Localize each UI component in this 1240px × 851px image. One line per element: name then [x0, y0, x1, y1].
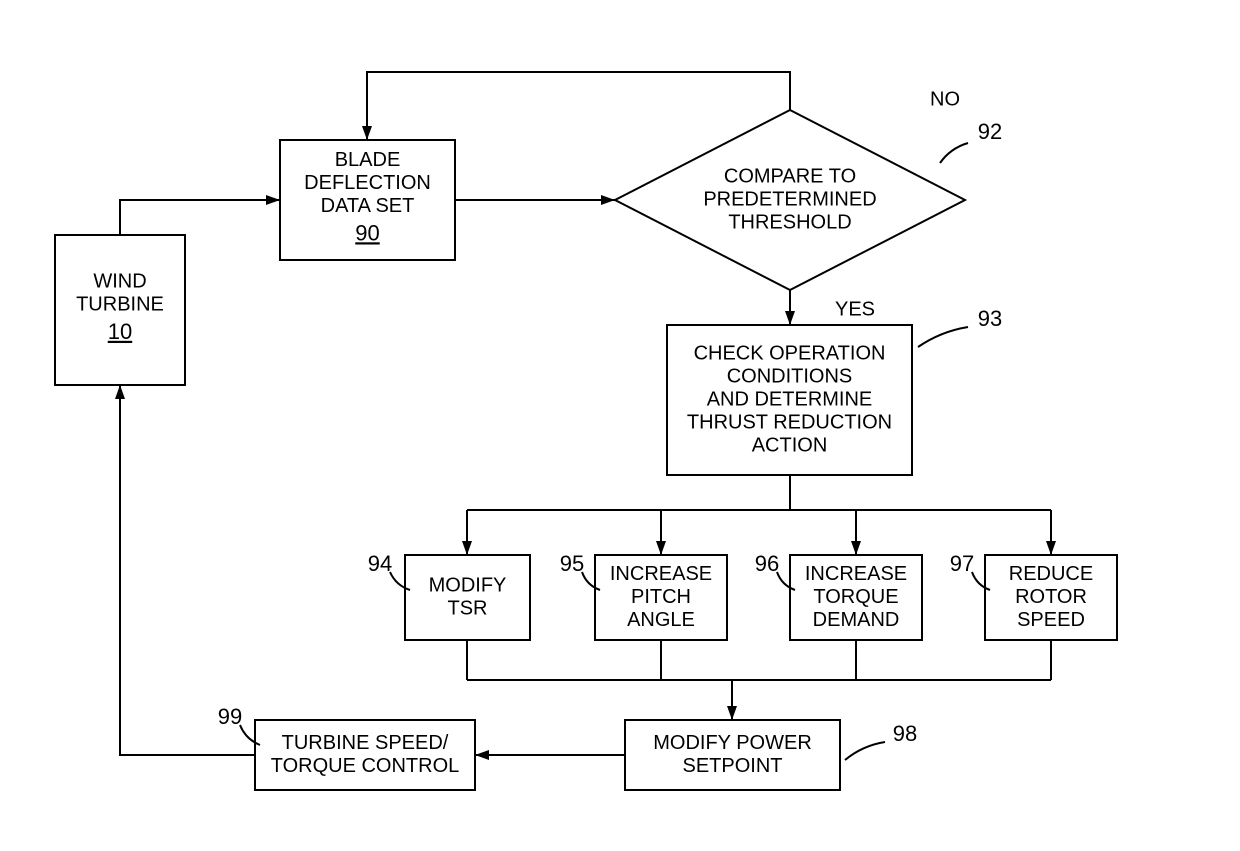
ref-reduce_rotor: 97	[950, 551, 974, 576]
node-wind_turbine-text-line: TURBINE	[76, 294, 164, 316]
edge	[367, 72, 790, 140]
decision-no-label: NO	[930, 88, 960, 110]
node-inc_torque-text-line: DEMAND	[813, 609, 900, 631]
leader-modify_power	[845, 742, 885, 760]
arrowhead	[115, 385, 125, 399]
node-compare-text-line: COMPARE TO	[724, 165, 856, 187]
node-modify_tsr-text-line: TSR	[448, 597, 488, 619]
arrowhead	[462, 541, 472, 555]
node-modify_power-text-line: SETPOINT	[682, 755, 782, 777]
arrowhead	[475, 750, 489, 760]
arrowhead	[727, 706, 737, 720]
arrowhead	[851, 541, 861, 555]
ref-modify_power: 98	[893, 721, 917, 746]
node-inc_pitch-text-line: PITCH	[631, 586, 691, 608]
ref-turbine_speed: 99	[218, 704, 242, 729]
node-check_ops-text-line: CONDITIONS	[727, 365, 853, 387]
arrowhead	[656, 541, 666, 555]
ref-inc_pitch: 95	[560, 551, 584, 576]
node-inc_torque-text: INCREASETORQUEDEMAND	[805, 563, 907, 631]
leader-compare	[940, 143, 968, 163]
ref-inc_torque: 96	[755, 551, 779, 576]
node-reduce_rotor-text-line: ROTOR	[1015, 586, 1087, 608]
ref-number: 10	[108, 319, 132, 344]
arrowhead	[266, 195, 280, 205]
node-blade_def-text-line: BLADE	[335, 149, 401, 171]
node-compare-text-line: PREDETERMINED	[703, 188, 876, 210]
node-reduce_rotor-text-line: REDUCE	[1009, 563, 1093, 585]
edge	[120, 385, 255, 755]
node-inc_pitch-text-line: ANGLE	[627, 609, 695, 631]
decision-yes-label: YES	[835, 298, 875, 320]
node-check_ops-text-line: CHECK OPERATION	[694, 342, 886, 364]
node-compare-text-line: THRESHOLD	[728, 211, 851, 233]
node-inc_torque-text-line: INCREASE	[805, 563, 907, 585]
node-turbine_speed-text: TURBINE SPEED/TORQUE CONTROL	[271, 732, 460, 777]
ref-number: 90	[355, 220, 379, 245]
node-turbine_speed-text-line: TORQUE CONTROL	[271, 755, 460, 777]
node-reduce_rotor-text: REDUCEROTORSPEED	[1009, 563, 1093, 631]
node-blade_def-text-line: DEFLECTION	[304, 172, 431, 194]
node-inc_torque-text-line: TORQUE	[813, 586, 898, 608]
node-turbine_speed-text-line: TURBINE SPEED/	[282, 732, 449, 754]
node-check_ops-text-line: THRUST REDUCTION	[687, 411, 892, 433]
node-blade_def-text-line: DATA SET	[321, 195, 415, 217]
edge	[120, 200, 280, 235]
arrowhead	[1046, 541, 1056, 555]
arrowhead	[362, 126, 372, 140]
arrowhead	[785, 311, 795, 325]
node-compare-text: COMPARE TOPREDETERMINEDTHRESHOLD	[703, 165, 876, 233]
node-check_ops-text-line: AND DETERMINE	[707, 388, 873, 410]
leader-check_ops	[918, 327, 968, 347]
ref-modify_tsr: 94	[368, 551, 392, 576]
node-wind_turbine-text-line: WIND	[93, 271, 146, 293]
node-check_ops-text-line: ACTION	[752, 434, 828, 456]
node-modify_power-text-line: MODIFY POWER	[653, 732, 812, 754]
ref-check_ops: 93	[978, 306, 1002, 331]
flowchart-diagram: WINDTURBINE 10 BLADEDEFLECTIONDATA SET 90 CO…	[0, 0, 1240, 851]
node-inc_pitch-text-line: INCREASE	[610, 563, 712, 585]
node-modify_tsr-text-line: MODIFY	[429, 574, 507, 596]
node-reduce_rotor-text-line: SPEED	[1017, 609, 1085, 631]
ref-compare: 92	[978, 119, 1002, 144]
